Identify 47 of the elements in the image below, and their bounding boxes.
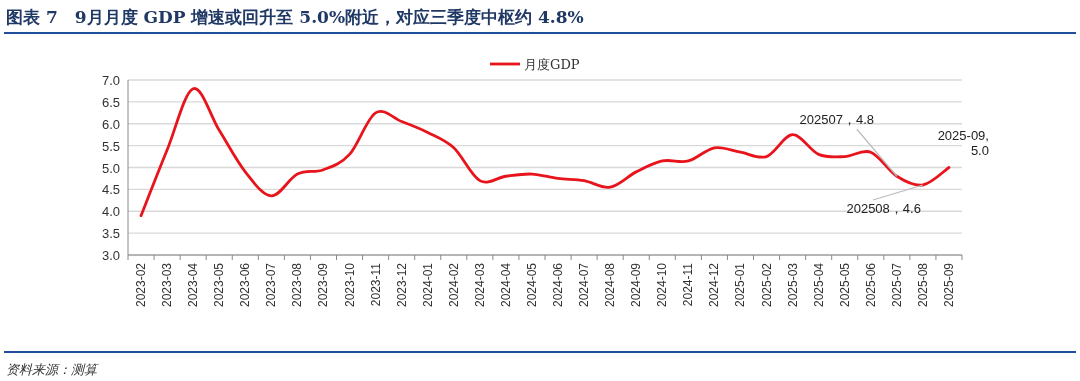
x-tick-label: 2023-09	[316, 262, 331, 308]
x-tick-label: 2025-01	[733, 262, 748, 308]
x-tick-label: 2025-05	[837, 262, 852, 308]
x-tick-label: 2023-02	[134, 262, 149, 308]
x-tick-label: 2024-07	[577, 262, 592, 308]
x-tick-label: 2024-02	[446, 262, 461, 308]
y-tick-label: 3.0	[101, 248, 120, 263]
x-tick-label: 2025-06	[863, 262, 878, 308]
x-tick-label: 2024-10	[655, 262, 670, 308]
x-tick-label: 2023-08	[290, 262, 305, 308]
x-tick-label: 2024-05	[524, 262, 539, 308]
x-tick-label: 2025-08	[915, 262, 930, 308]
legend-label: 月度GDP	[524, 57, 580, 72]
chart-title: 图表 7 9月月度 GDP 增速或回升至 5.0%附近，对应三季度中枢约 4.8%	[6, 7, 584, 27]
x-tick-label: 2024-03	[472, 262, 487, 308]
x-tick-label: 2023-06	[238, 262, 253, 308]
x-tick-label: 2024-08	[603, 262, 618, 308]
x-tick-label: 2023-03	[160, 262, 175, 308]
x-tick-label: 2024-06	[551, 262, 566, 308]
x-tick-label: 2025-04	[811, 262, 826, 308]
x-tick-label: 2023-04	[186, 262, 201, 308]
x-tick-label: 2024-09	[629, 262, 644, 308]
text: 资料来源：测算	[6, 362, 99, 377]
annotation: 202507，4.8	[799, 112, 875, 128]
y-tick-label: 6.5	[101, 94, 120, 110]
y-tick-label: 6.0	[101, 116, 120, 132]
y-tick-label: 5.0	[101, 160, 120, 176]
x-tick-label: 2025-07	[889, 262, 904, 308]
x-tick-label: 2024-12	[707, 262, 722, 308]
y-tick-label: 4.5	[101, 182, 120, 198]
x-tick-label: 2025-03	[785, 262, 800, 308]
x-tick-label: 2023-11	[368, 262, 383, 307]
x-tick-label: 2024-04	[498, 262, 513, 308]
x-tick-label: 2023-05	[212, 262, 227, 308]
y-tick-label: 5.5	[101, 138, 120, 154]
x-tick-label: 2023-10	[342, 262, 357, 308]
x-tick-label: 2023-12	[394, 262, 409, 308]
y-tick-label: 3.5	[101, 226, 120, 242]
x-tick-label: 2024-11	[681, 262, 696, 307]
y-tick-label: 7.0	[101, 73, 120, 88]
x-tick-label: 2025-02	[759, 262, 774, 308]
annotation: 202508，4.6	[846, 201, 921, 216]
x-tick-label: 2023-07	[264, 262, 279, 308]
y-tick-label: 4.0	[101, 204, 120, 220]
x-tick-label: 2024-01	[420, 262, 435, 308]
x-tick-label: 2025-09	[941, 262, 956, 308]
annotation: 2025-09, 5.0	[937, 127, 989, 158]
